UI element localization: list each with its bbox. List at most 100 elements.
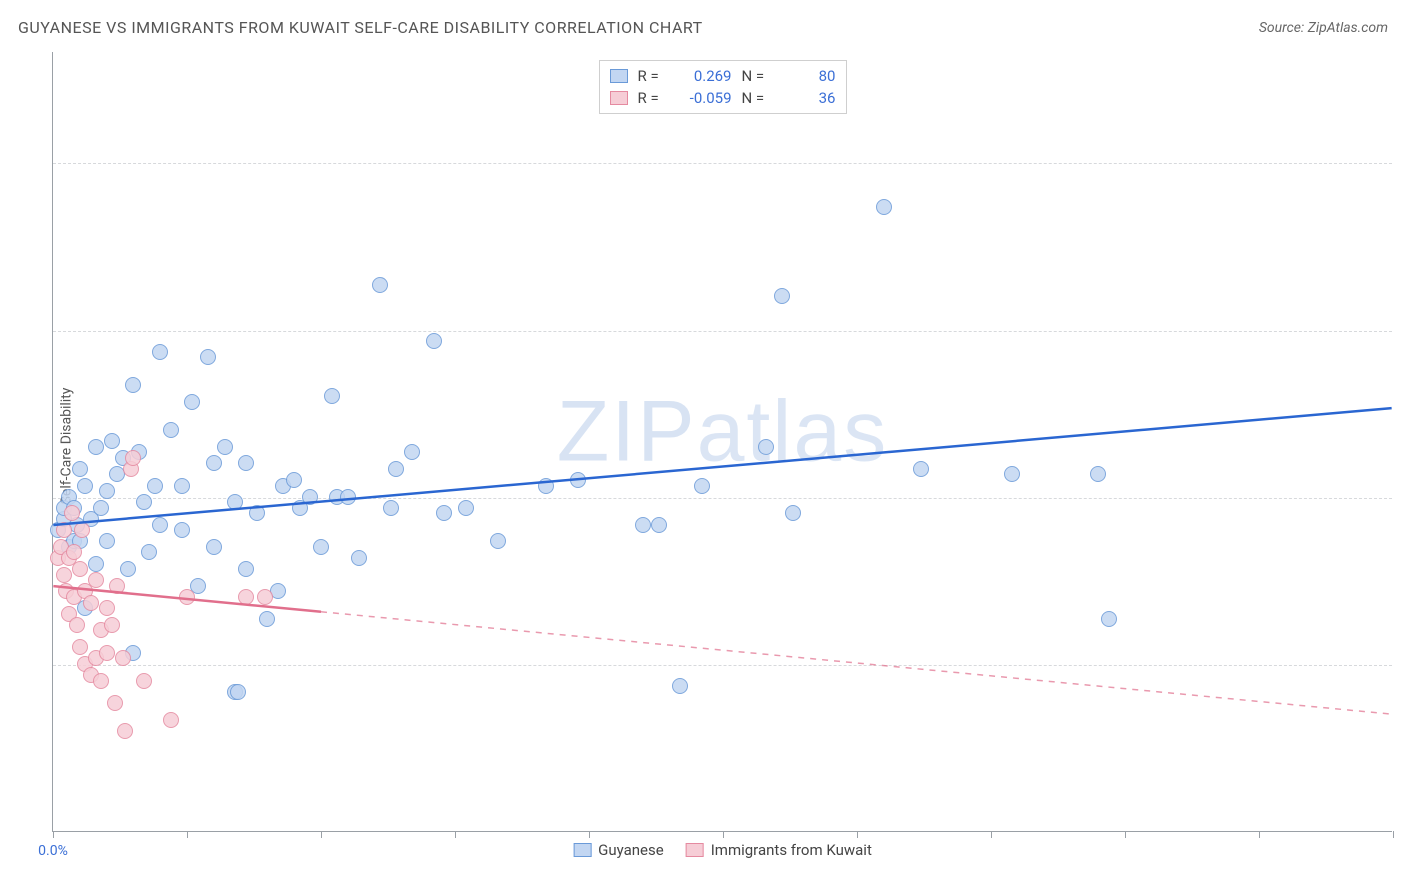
data-point: [458, 500, 474, 516]
data-point: [72, 639, 88, 655]
x-tick: [53, 831, 54, 838]
data-point: [876, 199, 892, 215]
data-point: [257, 589, 273, 605]
y-tick-label: 6.0%: [1398, 155, 1406, 171]
x-tick: [455, 831, 456, 838]
data-point: [774, 288, 790, 304]
data-point: [259, 611, 275, 627]
data-point: [570, 472, 586, 488]
data-point: [1090, 466, 1106, 482]
gridline: [53, 163, 1392, 164]
x-axis-start-label: 0.0%: [38, 843, 68, 859]
data-point: [66, 544, 82, 560]
data-point: [69, 617, 85, 633]
scatter-plot: ZIPatlas R = 0.269 N = 80 R = -0.059 N =…: [52, 52, 1392, 832]
data-point: [88, 439, 104, 455]
data-point: [109, 578, 125, 594]
legend-label-1: Immigrants from Kuwait: [711, 841, 872, 859]
data-point: [93, 673, 109, 689]
data-point: [490, 533, 506, 549]
data-point: [93, 500, 109, 516]
data-point: [88, 556, 104, 572]
data-point: [136, 494, 152, 510]
data-point: [117, 723, 133, 739]
chart-title: GUYANESE VS IMMIGRANTS FROM KUWAIT SELF-…: [18, 18, 703, 37]
data-point: [1101, 611, 1117, 627]
data-point: [672, 678, 688, 694]
gridline: [53, 665, 1392, 666]
data-point: [125, 377, 141, 393]
data-point: [383, 500, 399, 516]
legend-swatch-0: [610, 69, 628, 83]
source-name: ZipAtlas.com: [1308, 20, 1388, 36]
data-point: [286, 472, 302, 488]
data-point: [74, 522, 90, 538]
data-point: [206, 539, 222, 555]
data-point: [174, 478, 190, 494]
x-tick: [1125, 831, 1126, 838]
r-value-0: 0.269: [682, 67, 732, 85]
data-point: [64, 505, 80, 521]
data-point: [99, 600, 115, 616]
data-point: [313, 539, 329, 555]
source-credit: Source: ZipAtlas.com: [1259, 20, 1388, 36]
data-point: [340, 489, 356, 505]
data-point: [694, 478, 710, 494]
data-point: [404, 444, 420, 460]
data-point: [163, 712, 179, 728]
data-point: [152, 344, 168, 360]
x-tick: [321, 831, 322, 838]
data-point: [238, 455, 254, 471]
data-point: [249, 505, 265, 521]
data-point: [107, 695, 123, 711]
r-label: R =: [638, 67, 672, 85]
x-tick: [1259, 831, 1260, 838]
data-point: [217, 439, 233, 455]
legend-swatch-bottom-1: [686, 843, 704, 857]
data-point: [56, 567, 72, 583]
x-tick: [723, 831, 724, 838]
data-point: [72, 561, 88, 577]
data-point: [88, 572, 104, 588]
data-point: [230, 684, 246, 700]
x-tick: [589, 831, 590, 838]
y-tick-label: 4.5%: [1398, 323, 1406, 339]
watermark: ZIPatlas: [557, 382, 888, 481]
watermark-bold: ZIP: [557, 383, 697, 479]
data-point: [538, 478, 554, 494]
data-point: [125, 450, 141, 466]
n-label: N =: [742, 67, 776, 85]
data-point: [179, 589, 195, 605]
n-value-0: 80: [786, 67, 836, 85]
data-point: [238, 589, 254, 605]
data-point: [115, 650, 131, 666]
data-point: [99, 533, 115, 549]
data-point: [147, 478, 163, 494]
data-point: [163, 422, 179, 438]
data-point: [104, 617, 120, 633]
data-point: [99, 645, 115, 661]
source-label: Source:: [1259, 20, 1304, 36]
data-point: [104, 433, 120, 449]
data-point: [77, 478, 93, 494]
data-point: [136, 673, 152, 689]
legend-item-0: Guyanese: [573, 841, 664, 859]
legend-swatch-1: [610, 91, 628, 105]
data-point: [302, 489, 318, 505]
data-point: [324, 388, 340, 404]
legend-item-1: Immigrants from Kuwait: [686, 841, 872, 859]
data-point: [1004, 466, 1020, 482]
n-value-1: 36: [786, 89, 836, 107]
data-point: [99, 483, 115, 499]
data-point: [152, 517, 168, 533]
legend-series: Guyanese Immigrants from Kuwait: [573, 841, 872, 859]
x-tick: [991, 831, 992, 838]
legend-stats: R = 0.269 N = 80 R = -0.059 N = 36: [599, 60, 847, 114]
legend-label-0: Guyanese: [598, 841, 664, 859]
data-point: [436, 505, 452, 521]
legend-stats-row-0: R = 0.269 N = 80: [610, 65, 836, 87]
data-point: [174, 522, 190, 538]
gridline: [53, 498, 1392, 499]
legend-stats-row-1: R = -0.059 N = 36: [610, 87, 836, 109]
y-tick-label: 3.0%: [1398, 490, 1406, 506]
